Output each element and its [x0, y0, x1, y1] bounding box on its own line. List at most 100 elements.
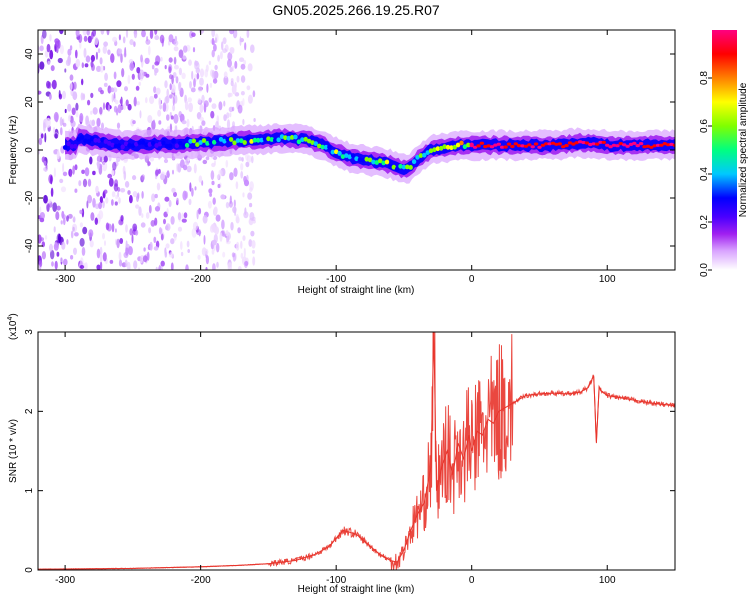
spectrogram-noise-blob: [243, 60, 247, 65]
spectrogram-ridge-cell: [564, 143, 569, 148]
spectrogram-noise-blob: [181, 120, 187, 125]
spectrogram-noise-blob: [169, 94, 173, 99]
spectrogram-noise-blob: [241, 157, 244, 162]
spectrogram-noise-blob: [138, 206, 142, 216]
spectrogram-noise-blob: [96, 117, 101, 127]
spectrogram-noise-blob: [154, 217, 158, 226]
spectrogram-ridge-cell: [527, 143, 532, 147]
spectrogram-noise-blob: [100, 65, 104, 73]
snr-y-multiplier-close: ): [8, 313, 19, 316]
spectrogram-ridge-cell: [567, 141, 573, 145]
spectrogram-noise-blob: [117, 48, 123, 55]
spectrogram-ridge-cell: [208, 139, 213, 145]
spectrogram-ridge-cell: [296, 139, 302, 145]
spectrogram-ridge-cell: [76, 136, 81, 142]
spectrogram-ridge-cell: [445, 144, 451, 150]
spectrogram-noise-blob: [102, 161, 108, 172]
spectrogram-noise-blob: [92, 170, 96, 176]
spectrogram-noise-blob: [86, 200, 89, 209]
spectrogram-noise-blob: [221, 219, 225, 230]
spectrogram-noise-blob: [127, 190, 131, 195]
spectrogram-noise-blob: [250, 230, 255, 237]
spectrogram-noise-blob: [149, 95, 155, 105]
spectrogram-ridge-cell: [90, 136, 95, 142]
spectrogram-ridge-cell: [293, 134, 298, 140]
spectrogram-noise-blob: [75, 110, 79, 118]
spectrogram-noise-blob: [53, 226, 56, 233]
spectrogram-noise-blob: [53, 167, 57, 178]
spectrogram-noise-blob: [43, 194, 48, 204]
spectrogram-ridge-cell: [212, 139, 217, 145]
spectrogram-noise-blob: [121, 68, 125, 78]
spectrogram-noise-blob: [188, 198, 192, 206]
spectrogram-noise-blob: [122, 103, 127, 111]
spectrogram-noise-blob: [203, 100, 209, 108]
spectrogram-noise-blob: [214, 33, 219, 43]
spectrogram-noise-blob: [71, 223, 78, 233]
spectrogram-noise-blob: [190, 87, 196, 93]
spectrogram-noise-blob: [236, 75, 240, 83]
spectrogram-noise-blob: [173, 56, 177, 65]
spectrogram-noise-blob: [112, 36, 118, 43]
spectrogram-noise-blob: [110, 53, 115, 64]
spectrogram-noise-blob: [129, 39, 134, 46]
spectrogram-noise-blob: [239, 36, 242, 46]
snr-y-tick-label: 2: [24, 408, 35, 414]
spectrogram-noise-blob: [90, 212, 95, 221]
spectrogram-noise-blob: [182, 55, 187, 60]
spectrogram-noise-blob: [214, 64, 218, 71]
spectrogram-noise-blob: [165, 243, 170, 249]
spectrogram-ridge-cell: [428, 148, 434, 154]
spectrogram-noise-blob: [56, 251, 60, 257]
spectrogram-ridge-cell: [628, 142, 634, 146]
spectrogram-noise-blob: [44, 132, 47, 143]
spectrogram-noise-blob: [222, 251, 226, 258]
spectrogram-noise-blob: [205, 156, 210, 161]
spectrogram-noise-blob: [59, 257, 63, 263]
spectrogram-ridge-cell: [134, 141, 139, 147]
spectrogram-ridge-cell: [123, 141, 129, 147]
spectrogram-ridge-cell: [523, 144, 529, 148]
spectrogram-noise-blob: [100, 90, 104, 95]
spectrogram-noise-blob: [57, 148, 60, 158]
spectrogram-noise-blob: [50, 175, 53, 185]
spectrogram-noise-blob: [49, 34, 52, 42]
spectrogram-noise-blob: [70, 254, 74, 260]
spectrogram-noise-blob: [153, 246, 159, 251]
snr-y-tick-label: 3: [24, 329, 35, 335]
spectrogram-noise-blob: [133, 30, 138, 39]
spectrogram-ridge-cell: [327, 144, 332, 150]
spectrogram-noise-blob: [54, 133, 58, 139]
spectrogram-noise-blob: [136, 67, 141, 74]
spectrogram-ridge-cell: [93, 137, 98, 143]
spectrogram-noise-blob: [155, 87, 161, 95]
spectrogram-x-tick-label: 0: [469, 274, 475, 285]
spectrogram-noise-blob: [69, 74, 74, 81]
spectrogram-noise-blob: [229, 48, 235, 54]
spectrogram-noise-blob: [51, 79, 57, 90]
spectrogram-noise-blob: [175, 76, 179, 84]
spectrogram-ridge-cell: [520, 144, 525, 148]
spectrogram-noise-blob: [234, 92, 240, 97]
spectrogram-noise-blob: [53, 126, 56, 134]
spectrogram-noise-blob: [81, 246, 86, 256]
snr-y-multiplier: (x104): [7, 313, 19, 340]
spectrogram-noise-blob: [56, 233, 62, 244]
spectrogram-noise-blob: [57, 57, 63, 64]
spectrogram-noise-blob: [140, 255, 143, 264]
spectrogram-ridge-cell: [276, 137, 281, 143]
spectrogram-noise-blob: [206, 83, 209, 93]
spectrogram-noise-blob: [60, 220, 63, 225]
spectrogram-noise-blob: [164, 196, 170, 202]
spectrogram-noise-blob: [219, 232, 223, 242]
spectrogram-noise-blob: [166, 88, 169, 98]
spectrogram-noise-blob: [97, 48, 101, 54]
spectrogram-noise-blob: [38, 149, 41, 155]
snr-line-noise: [38, 332, 675, 570]
spectrogram-noise-blob: [47, 198, 52, 204]
spectrogram-noise-blob: [172, 96, 175, 106]
spectrogram-noise-blob: [85, 55, 91, 63]
spectrogram-noise-blob: [149, 30, 154, 39]
spectrogram-noise-blob: [67, 48, 72, 56]
spectrogram-noise-blob: [192, 47, 196, 53]
